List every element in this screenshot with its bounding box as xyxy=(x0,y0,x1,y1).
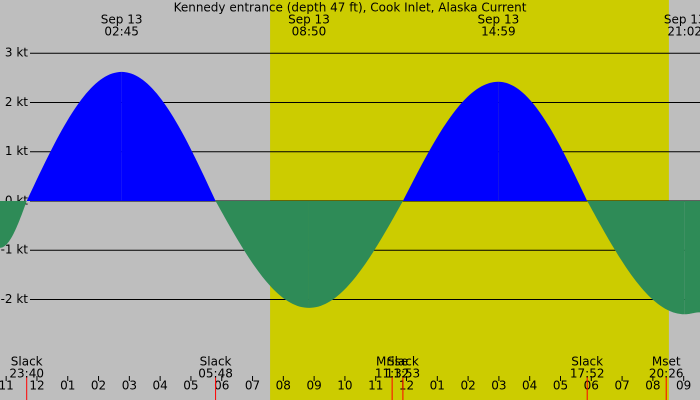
event-time: 05:48 xyxy=(198,367,233,381)
x-tick-label: 02 xyxy=(460,379,475,393)
x-tick-label: 06 xyxy=(214,379,229,393)
x-tick-label: 06 xyxy=(584,379,599,393)
extreme-time: 02:45 xyxy=(104,25,139,39)
extreme-date: Sep 13 xyxy=(101,13,143,27)
ebb-area xyxy=(684,200,700,315)
ebb-area xyxy=(0,200,27,248)
event-label: Slack xyxy=(571,355,603,369)
x-tick-label: 07 xyxy=(245,379,260,393)
x-tick-label: 08 xyxy=(645,379,660,393)
chart-title: Kennedy entrance (depth 47 ft), Cook Inl… xyxy=(174,1,527,15)
x-tick-label: 04 xyxy=(522,379,537,393)
y-tick-label: -2 kt xyxy=(1,292,29,306)
event-label: Mrise xyxy=(376,355,408,369)
event-time: 23:40 xyxy=(9,367,44,381)
event-label: Slack xyxy=(11,355,43,369)
event-time: 11:53 xyxy=(386,367,421,381)
x-tick-label: 03 xyxy=(491,379,506,393)
event-time: 11:32 xyxy=(375,367,410,381)
x-tick-label: 10 xyxy=(337,379,352,393)
event-label: Slack xyxy=(200,355,232,369)
x-tick-label: 11 xyxy=(0,379,14,393)
flood-area xyxy=(121,71,216,201)
extreme-time: 21:02 xyxy=(667,25,700,39)
x-tick-label: 12 xyxy=(399,379,414,393)
ebb-area xyxy=(215,200,309,308)
extreme-date: Sep 13 xyxy=(664,13,700,27)
flood-area xyxy=(498,81,588,201)
event-time: 17:52 xyxy=(570,367,605,381)
extreme-time: 14:59 xyxy=(481,25,516,39)
x-tick-label: 11 xyxy=(368,379,383,393)
y-tick-label: 1 kt xyxy=(5,144,28,158)
x-tick-label: 07 xyxy=(614,379,629,393)
event-label: Mset xyxy=(652,355,681,369)
x-tick-label: 09 xyxy=(676,379,691,393)
x-tick-label: 01 xyxy=(430,379,445,393)
x-tick-label: 12 xyxy=(29,379,44,393)
x-tick-label: 04 xyxy=(153,379,168,393)
y-tick-label: -1 kt xyxy=(1,243,29,257)
x-tick-label: 05 xyxy=(553,379,568,393)
x-tick-label: 02 xyxy=(91,379,106,393)
extreme-time: 08:50 xyxy=(292,25,327,39)
extreme-date: Sep 13 xyxy=(478,13,520,27)
x-tick-label: 01 xyxy=(60,379,75,393)
event-label: Slack xyxy=(387,355,419,369)
flood-area xyxy=(26,71,122,201)
x-tick-label: 05 xyxy=(183,379,198,393)
ebb-area xyxy=(587,200,685,315)
event-time: 20:26 xyxy=(649,367,684,381)
extreme-date: Sep 13 xyxy=(288,13,330,27)
y-tick-label: 2 kt xyxy=(5,95,28,109)
ebb-area xyxy=(308,200,403,308)
flood-area xyxy=(402,81,499,201)
y-tick-label: 3 kt xyxy=(5,46,28,60)
x-tick-label: 08 xyxy=(276,379,291,393)
x-tick-label: 03 xyxy=(122,379,137,393)
x-tick-label: 09 xyxy=(306,379,321,393)
